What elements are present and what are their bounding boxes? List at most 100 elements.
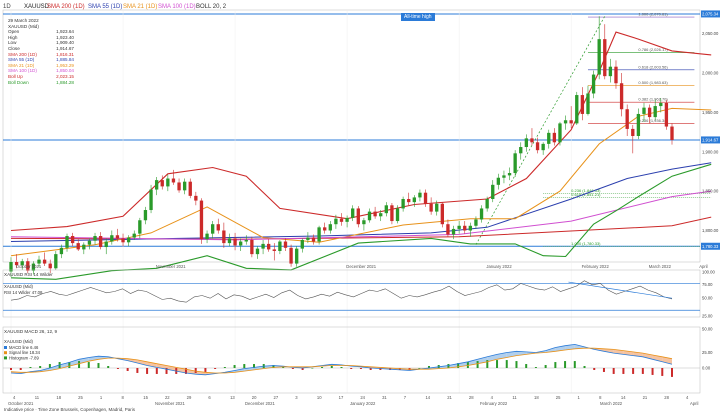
day-tick-label: 4 [491,395,494,400]
histogram-bar [78,361,81,368]
series-line [10,107,712,257]
candle-body [98,236,103,248]
candle-body [250,239,254,255]
trend-line [475,16,606,245]
rsi-panel: XAUUSD RSI 14 Wilder XAUUSD (Mid)RSI 14 W… [2,269,701,318]
rsi-line [10,280,673,303]
candle-body [255,248,260,255]
candle-body [317,227,321,242]
macd-fill [59,362,70,369]
candle-body [239,241,243,246]
candle-body [558,123,562,143]
legend-sma55[interactable]: SMA 55 (1D) [88,4,123,10]
candle-body [552,132,557,143]
day-tick-label: 29 [187,395,192,400]
candle-body [182,181,187,191]
candle-body [502,175,506,178]
candle-body [227,238,232,244]
histogram-bar [612,368,615,374]
candle-body [614,66,618,84]
candle-body [323,227,327,231]
macd-fill [603,348,614,354]
rsi-tick-label: 100.00 [702,270,715,275]
rsi-trend [568,281,673,299]
histogram-bar [165,368,168,374]
fib-label: 1.000 (2,070.61) [638,12,668,17]
candle-body [496,177,501,185]
info-row: SMA 100 (1D) 1,850.04 [8,68,74,74]
candle-body [642,107,646,114]
lower-month-label: December 2021 [245,401,275,406]
candle-body [222,230,226,244]
histogram-bar [223,367,226,368]
rsi-title: XAUUSD RSI 14 Wilder [4,272,53,277]
candle-body [670,126,674,140]
rsi-tick-label: 50.00 [702,296,713,301]
candle-body [171,178,176,183]
interval-label[interactable]: 1D [3,4,11,10]
rsi-sublabel: XAUUSD (Mid) [4,284,33,289]
price-tag [701,10,720,18]
day-tick-label: 15 [143,395,148,400]
candle-body [160,180,164,187]
candle-body [272,249,276,251]
candle-body [345,217,349,222]
day-tick-label: 8 [122,395,125,400]
lower-month-label: November 2021 [155,401,185,406]
candle-body [423,192,428,204]
candle-body [519,147,523,154]
histogram-bar [184,368,187,374]
price-tick-label: 1,850.00 [702,189,719,194]
info-row-value: 1,909.40 [56,40,74,46]
info-row-value: 1,816.31 [56,51,74,57]
day-tick-label: 31 [382,395,387,400]
symbol-label[interactable]: XAUUSD [24,4,50,10]
day-tick-label: 24 [360,395,365,400]
day-tick-label: 3 [295,395,298,400]
day-tick-label: 14 [425,395,430,400]
candle-body [401,199,405,209]
info-row-value: 1,923.64 [56,29,74,35]
macd-sublabel: XAUUSD (Mid) [4,339,33,344]
day-tick-label: 8 [599,395,602,400]
candle-body [653,106,657,118]
info-row-label: High [8,34,18,40]
series-line [10,190,712,241]
series-line [10,162,712,242]
price-tag [701,242,720,250]
candle-body [575,95,579,124]
histogram-bar [661,368,664,376]
price-frame [2,9,701,263]
histogram-bar [87,362,90,368]
candle-body [429,203,433,212]
candle-body [199,200,204,240]
histogram-bar [476,361,479,368]
info-row: High 1,923.40 [8,35,74,41]
rsi-legend: RSI 14 Wilder 47.08 [4,290,43,295]
legend-sma100[interactable]: SMA 100 (1D) [158,4,196,10]
histogram-bar [466,362,469,368]
histogram-bar [116,368,119,369]
candle-body [440,203,444,225]
legend-boll[interactable]: BOLL 20, 2 [196,4,227,10]
price-tick-label: 1,800.00 [702,228,719,233]
histogram-bar [651,368,654,375]
legend-sma200[interactable]: SMA 200 (1D) [47,4,85,10]
candle-body [126,237,131,243]
candle-body [367,211,372,221]
legend-sma21[interactable]: SMA 21 (1D) [123,4,158,10]
series-line [10,163,712,280]
candle-body [631,128,635,136]
info-row-label: SMA 21 (1D) [8,62,35,68]
info-row: Low 1,909.40 [8,40,74,46]
day-tick-label: 20 [252,395,257,400]
day-tick-label: 25 [78,395,83,400]
info-row-label: SMA 55 (1D) [8,57,35,63]
candle-body [379,213,383,217]
candle-body [608,66,613,77]
candle-body [547,132,551,144]
histogram-bar [155,368,158,374]
histogram-bar [515,361,518,368]
macd-fill [565,344,575,351]
